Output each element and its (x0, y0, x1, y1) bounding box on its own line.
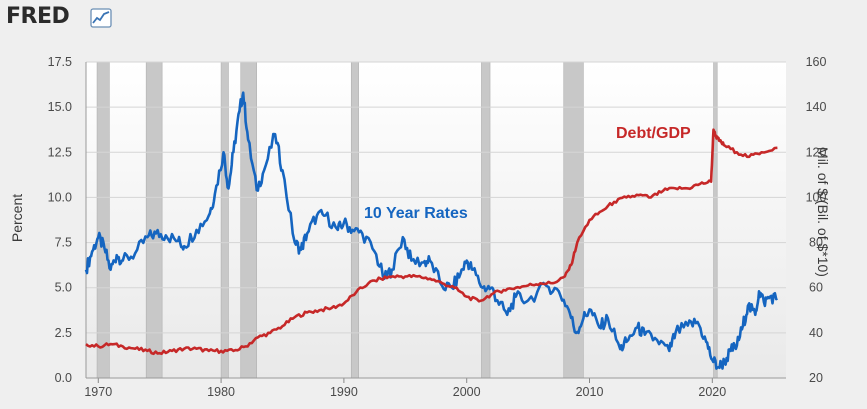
line-chart-icon (90, 8, 112, 33)
x-tick-label: 2010 (576, 385, 604, 399)
y-tick-left-label: 12.5 (48, 145, 72, 159)
y-tick-left-label: 15.0 (48, 100, 72, 114)
y-tick-left-label: 2.5 (55, 326, 72, 340)
y-tick-right-label: 120 (806, 145, 827, 159)
annotation-10-year-rates: 10 Year Rates (364, 205, 468, 222)
y-axis-right-title: Mil. of $/(Bil. of $*10) (815, 147, 831, 277)
y-tick-left-label: 7.5 (55, 236, 72, 250)
recession-band-4 (350, 61, 359, 379)
x-tick-label: 1970 (84, 385, 112, 399)
recession-band-7 (713, 61, 718, 379)
y-tick-left-label: 10.0 (48, 190, 72, 204)
y-tick-right-label: 160 (806, 55, 827, 69)
recession-band-5 (481, 61, 491, 379)
series-line-ten-year-rates (84, 91, 778, 370)
y-tick-right-label: 40 (809, 326, 823, 340)
plot-area (86, 62, 786, 378)
recession-band-3 (240, 61, 258, 379)
y-tick-left-label: 17.5 (48, 55, 72, 69)
y-tick-left-label: 0.0 (55, 371, 72, 385)
y-tick-right-label: 80 (809, 236, 823, 250)
y-tick-left-label: 5.0 (55, 281, 72, 295)
y-tick-right-label: 140 (806, 100, 827, 114)
series-line-debt-gdp (85, 128, 778, 356)
x-tick-label: 1980 (207, 385, 235, 399)
recession-band-1 (145, 61, 163, 379)
x-tick-label: 2020 (698, 385, 726, 399)
x-tick-label: 1990 (330, 385, 358, 399)
y-tick-right-label: 60 (809, 281, 823, 295)
recession-band-0 (96, 61, 110, 379)
recession-band-2 (220, 61, 229, 379)
y-axis-left-title: Percent (9, 194, 25, 242)
fred-logo[interactable]: FRED (6, 4, 70, 29)
annotation-debt-gdp: Debt/GDP (616, 125, 691, 142)
y-tick-right-label: 100 (806, 190, 827, 204)
y-tick-right-label: 20 (809, 371, 823, 385)
x-tick-label: 2000 (453, 385, 481, 399)
